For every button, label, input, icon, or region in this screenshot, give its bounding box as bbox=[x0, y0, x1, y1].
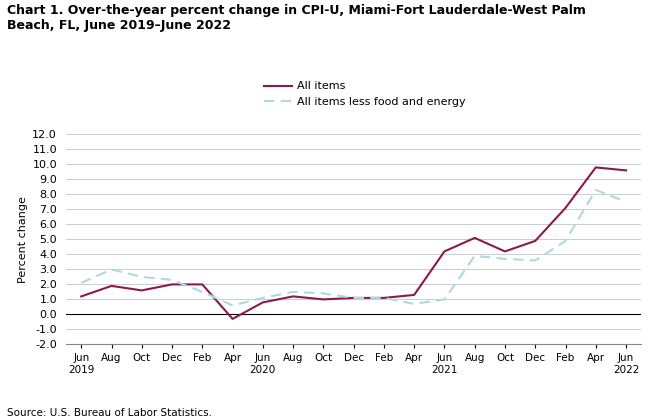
Y-axis label: Percent change: Percent change bbox=[18, 196, 28, 283]
Text: Chart 1. Over-the-year percent change in CPI-U, Miami-Fort Lauderdale-West Palm
: Chart 1. Over-the-year percent change in… bbox=[7, 4, 586, 32]
Text: Source: U.S. Bureau of Labor Statistics.: Source: U.S. Bureau of Labor Statistics. bbox=[7, 408, 212, 418]
Legend: All items, All items less food and energy: All items, All items less food and energ… bbox=[260, 77, 471, 111]
